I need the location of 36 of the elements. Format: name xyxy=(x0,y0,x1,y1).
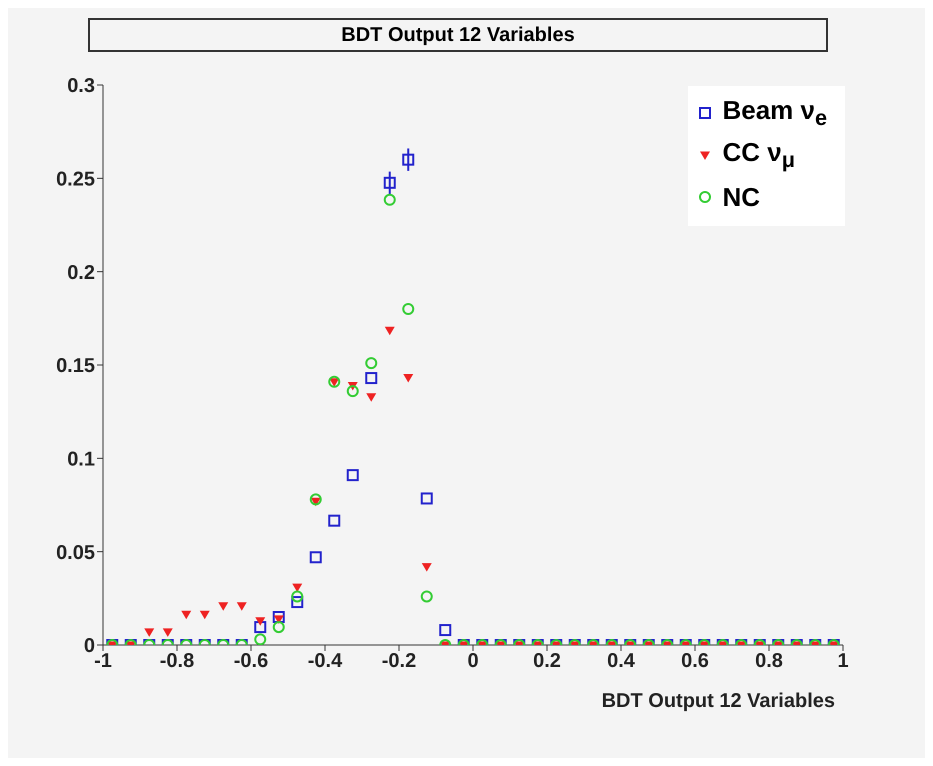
x-tick-label: -1 xyxy=(94,650,112,672)
x-tick-label: 0.6 xyxy=(681,650,709,672)
y-tick-label: 0.15 xyxy=(56,355,95,378)
point xyxy=(328,514,340,527)
x-tick-label: 0.4 xyxy=(607,650,636,672)
point xyxy=(365,357,378,370)
point xyxy=(384,326,395,336)
point xyxy=(365,372,378,384)
y-tick-label: 0.05 xyxy=(56,542,95,564)
x-tick-label: 0.2 xyxy=(533,650,561,672)
y-tick-label: 0.25 xyxy=(56,168,95,190)
legend-label: NC xyxy=(722,182,760,212)
point xyxy=(346,469,359,482)
point xyxy=(402,303,414,315)
x-tick-label: 0 xyxy=(467,650,479,672)
y-tick-label: 0 xyxy=(84,635,95,658)
point xyxy=(420,492,433,504)
point xyxy=(310,493,322,506)
point xyxy=(328,376,340,388)
x-axis-title: BDT Output 12 Variables xyxy=(602,690,835,712)
y-tick-label: 0.1 xyxy=(67,448,95,470)
y-tick-label: 0.2 xyxy=(67,262,95,284)
y-tick-label: 0.3 xyxy=(67,75,95,98)
x-tick-label: -0.6 xyxy=(234,650,268,672)
point xyxy=(403,374,414,383)
x-tick-label: -0.4 xyxy=(308,650,344,672)
x-tick-label: -0.8 xyxy=(160,650,194,672)
legend-label: Beam ν$_{e}$ xyxy=(722,94,827,132)
chart-title: BDT Output 12 Variables xyxy=(88,18,828,52)
point xyxy=(310,551,322,564)
x-tick-label: -0.2 xyxy=(382,650,416,672)
x-tick-label: 0.8 xyxy=(755,650,783,672)
point xyxy=(366,393,376,402)
x-tick-label: 1 xyxy=(837,650,849,672)
legend-label: CC ν$_{μ}$ xyxy=(722,136,795,174)
point xyxy=(346,385,359,398)
